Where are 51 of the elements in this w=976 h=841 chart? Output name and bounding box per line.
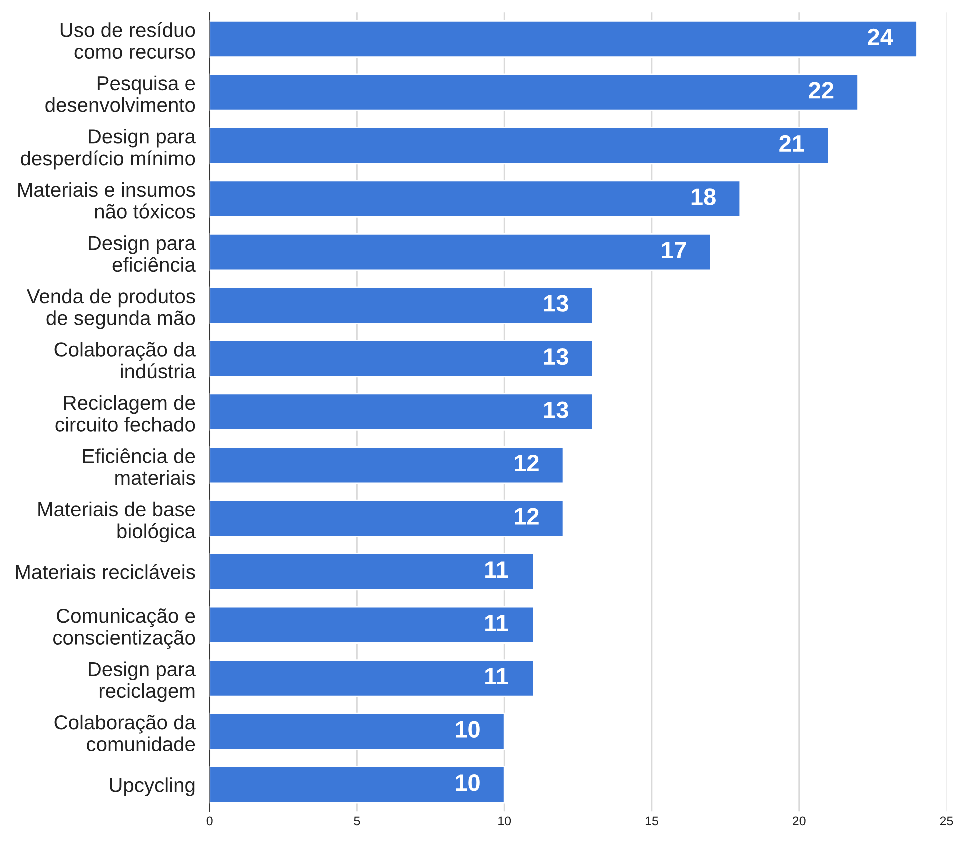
y-tick-label: Materiais recicláveis [16, 564, 196, 580]
bar [210, 393, 594, 431]
bar [210, 233, 712, 272]
bar [210, 180, 742, 218]
data-label: 11 [486, 615, 508, 632]
y-tick-label: Uso de resíduo como recurso [60, 22, 196, 60]
data-label: 13 [544, 348, 568, 366]
y-tick-label: Pesquisa e desenvolvimento [46, 76, 196, 112]
data-label: 11 [486, 668, 508, 685]
y-tick-label: Reciclagem de circuito fechado [56, 395, 196, 432]
bar [210, 766, 506, 804]
x-tick-label: 20 [793, 816, 806, 826]
y-tick-label: Design para desperdício mínimo [21, 128, 196, 170]
y-tick-label: Venda de produtos de segunda mão [26, 288, 196, 330]
data-label: 12 [515, 454, 539, 472]
y-tick-label: Upcycling [110, 778, 195, 796]
bar [210, 500, 564, 538]
y-tick-label: Materiais e insumos não tóxicos [18, 182, 196, 219]
bar [210, 712, 506, 750]
bar [210, 553, 535, 591]
x-tick-label: 5 [354, 816, 360, 826]
data-label: 17 [662, 242, 686, 258]
y-tick-label: Colaboração da comunidade [54, 714, 196, 752]
data-label: 13 [544, 402, 568, 418]
bar [210, 340, 594, 378]
data-label: 24 [868, 28, 894, 46]
y-tick-label: Comunicação e conscientização [54, 608, 196, 650]
bar [210, 606, 535, 644]
x-tick-label: 0 [206, 816, 213, 826]
data-label: 12 [515, 508, 539, 525]
y-tick-label: Design para eficiência [89, 236, 196, 272]
bar [210, 20, 918, 58]
y-tick-label: Colaboração da indústria [54, 342, 196, 379]
y-tick-label: Design para reciclagem [89, 662, 196, 702]
bar [210, 660, 535, 698]
bar [210, 446, 564, 484]
x-tick-label: 15 [646, 816, 658, 826]
bar [210, 286, 594, 324]
bar [210, 126, 830, 165]
data-label: 21 [780, 135, 804, 152]
data-label: 22 [809, 82, 834, 99]
y-tick-label: Eficiência de materiais [83, 448, 196, 486]
data-label: 11 [486, 562, 508, 578]
x-tick-label: 10 [498, 816, 512, 826]
bar [210, 74, 859, 112]
data-label: 10 [456, 721, 480, 738]
data-label: 10 [456, 774, 480, 792]
data-label: 18 [692, 188, 716, 206]
x-tick-label: 25 [940, 816, 954, 826]
data-label: 13 [544, 295, 568, 312]
y-tick-label: Materiais de base biológica [38, 502, 196, 543]
